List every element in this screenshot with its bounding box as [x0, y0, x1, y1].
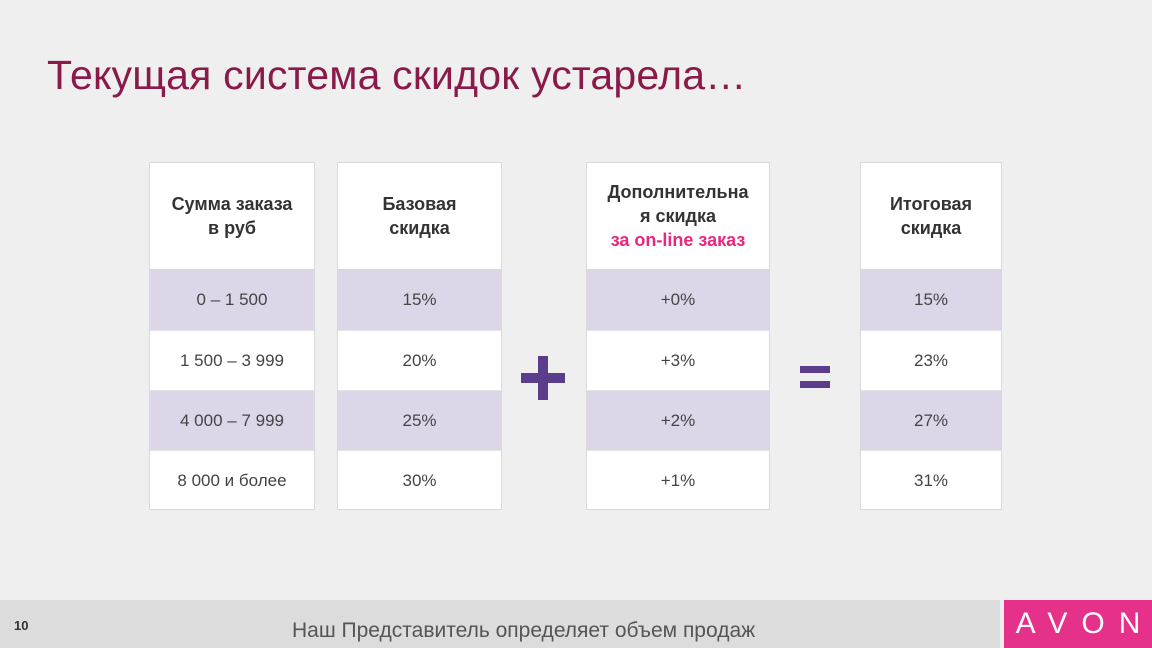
- footer-bar: [0, 600, 1000, 648]
- column-header-line: скидка: [900, 218, 962, 238]
- column-header-accent: за on-line заказ: [610, 230, 746, 250]
- table-cell: 0 – 1 500: [150, 270, 314, 330]
- order-sum-column: Сумма заказа в руб 0 – 1 500 1 500 – 3 9…: [149, 162, 315, 510]
- footer-caption: Наш Представитель определяет объем прода…: [292, 619, 756, 642]
- column-header-line: Итоговая: [889, 194, 973, 214]
- column-header-line: в руб: [208, 218, 256, 238]
- table-cell: 4 000 – 7 999: [150, 390, 314, 450]
- base-discount-column: Базовая скидка 15% 20% 25% 30%: [337, 162, 502, 510]
- avon-logo: AVON: [1004, 600, 1152, 648]
- plus-icon: [521, 356, 565, 400]
- column-header-line: я скидка: [639, 206, 717, 226]
- table-cell: 8 000 и более: [150, 450, 314, 510]
- logo-text: AVON: [1015, 607, 1152, 640]
- table-cell: +2%: [587, 390, 769, 450]
- table-cell: 1 500 – 3 999: [150, 330, 314, 390]
- equals-icon: [800, 366, 830, 390]
- column-header-line: Сумма заказа: [171, 194, 293, 214]
- column-header: Дополнительна я скидка за on-line заказ: [587, 163, 769, 270]
- table-cell: +1%: [587, 450, 769, 510]
- column-header: Сумма заказа в руб: [150, 163, 314, 270]
- table-cell: 15%: [861, 270, 1001, 330]
- page-number: 10: [14, 618, 29, 633]
- online-discount-column: Дополнительна я скидка за on-line заказ …: [586, 162, 770, 510]
- table-cell: 27%: [861, 390, 1001, 450]
- table-cell: +3%: [587, 330, 769, 390]
- total-discount-column: Итоговая скидка 15% 23% 27% 31%: [860, 162, 1002, 510]
- column-header-line: Дополнительна: [607, 182, 749, 202]
- table-cell: 15%: [338, 270, 501, 330]
- table-cell: 25%: [338, 390, 501, 450]
- column-header: Базовая скидка: [338, 163, 501, 270]
- column-header-line: скидка: [389, 218, 450, 238]
- table-cell: 31%: [861, 450, 1001, 510]
- table-cell: 23%: [861, 330, 1001, 390]
- table-cell: +0%: [587, 270, 769, 330]
- table-cell: 20%: [338, 330, 501, 390]
- slide-title: Текущая система скидок устарела…: [47, 52, 747, 98]
- table-cell: 30%: [338, 450, 501, 510]
- column-header: Итоговая скидка: [861, 163, 1001, 270]
- column-header-line: Базовая: [382, 194, 457, 214]
